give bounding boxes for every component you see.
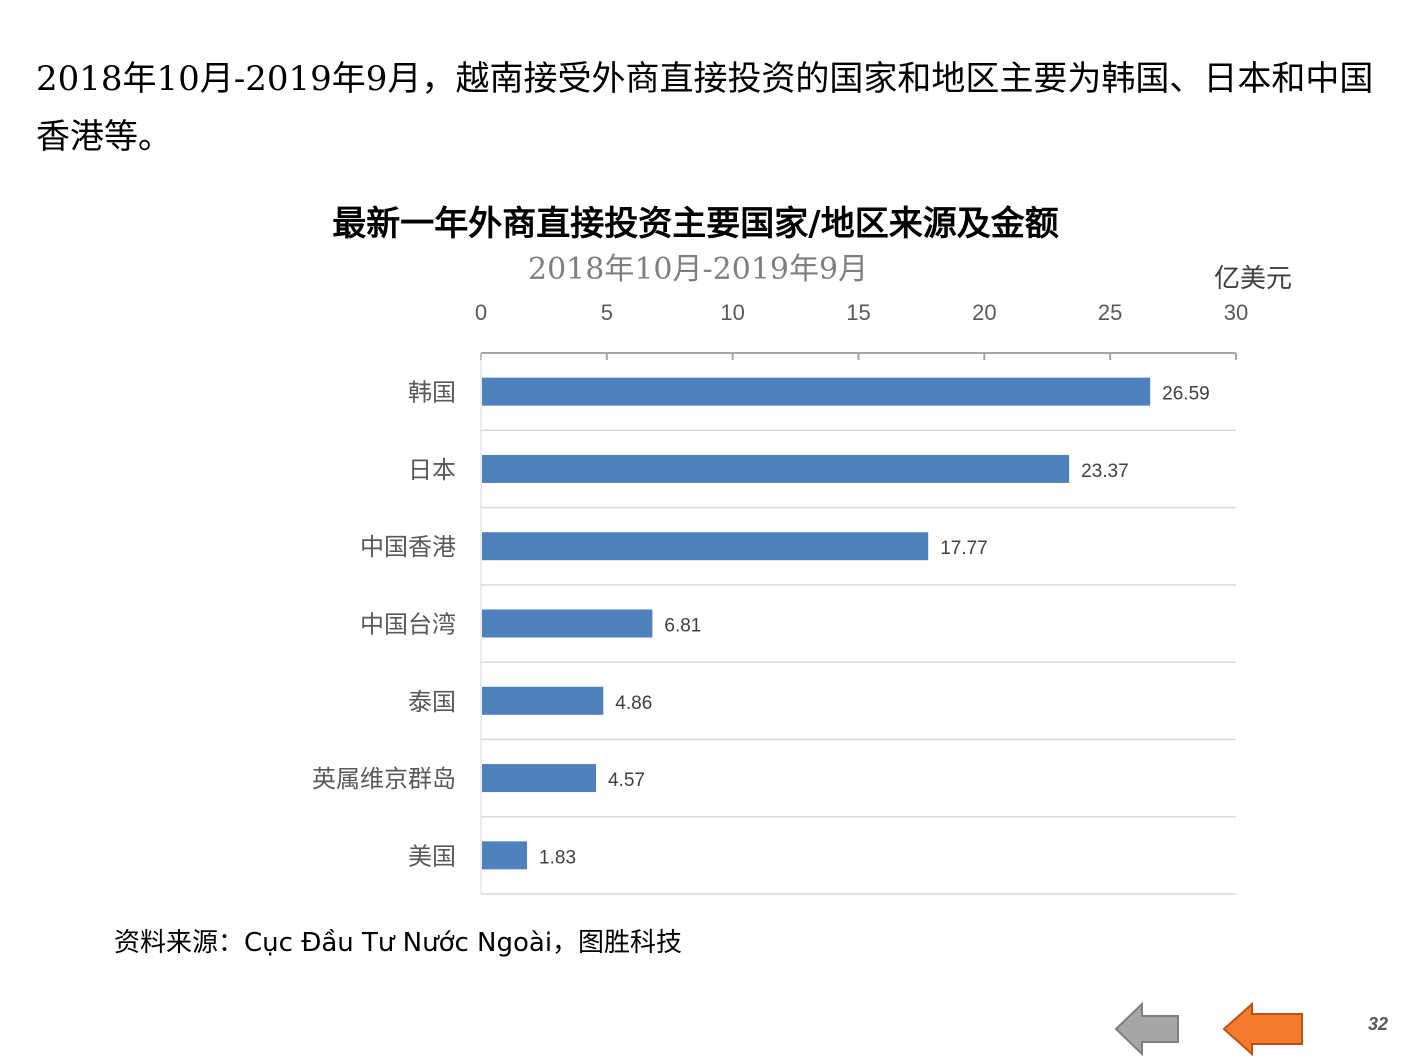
source-note: 资料来源：Cục Đầu Tư Nước Ngoài，图胜科技 <box>114 928 683 958</box>
prev-page-button[interactable] <box>1114 1002 1182 1056</box>
bar <box>482 609 653 638</box>
category-label: 泰国 <box>408 688 456 716</box>
data-label: 23.37 <box>1081 461 1129 482</box>
x-tick-label: 20 <box>972 300 996 325</box>
unit-label: 亿美元 <box>1214 264 1293 294</box>
bar <box>482 841 528 870</box>
chart-subtitle: 2018年10月-2019年9月 <box>528 252 869 287</box>
left-arrow-icon <box>1114 1002 1179 1056</box>
x-tick-label: 15 <box>846 300 870 325</box>
intro-text: 2018年10月-2019年9月，越南接受外商直接投资的国家和地区主要为韩国、日… <box>36 59 1374 157</box>
data-label: 4.86 <box>615 693 652 714</box>
x-tick-label: 0 <box>475 300 487 325</box>
x-tick-label: 5 <box>601 300 613 325</box>
category-label: 美国 <box>408 842 456 870</box>
category-label: 英属维京群岛 <box>312 765 456 793</box>
category-label: 韩国 <box>408 379 456 407</box>
category-label: 中国台湾 <box>360 611 456 639</box>
chart-title-text: 最新一年外商直接投资主要国家/地区来源及金额 <box>332 204 1059 244</box>
x-tick-label: 25 <box>1098 300 1122 325</box>
data-label: 26.59 <box>1162 384 1210 405</box>
x-tick-label: 30 <box>1224 300 1248 325</box>
data-label: 1.83 <box>539 847 576 868</box>
bar <box>482 532 929 561</box>
bar <box>482 764 597 793</box>
category-label: 中国香港 <box>360 533 456 561</box>
page-number: 32 <box>1368 1014 1389 1034</box>
left-arrow-icon <box>1222 1002 1303 1056</box>
chart-title: 最新一年外商直接投资主要国家/地区来源及金额 <box>0 196 1411 245</box>
category-label: 日本 <box>408 456 456 484</box>
next-page-button[interactable] <box>1222 1002 1306 1056</box>
bar <box>482 377 1151 406</box>
bar <box>482 454 1070 483</box>
bar <box>482 686 604 715</box>
data-label: 4.57 <box>608 770 645 791</box>
data-label: 6.81 <box>664 616 701 637</box>
x-tick-label: 10 <box>720 300 744 325</box>
data-label: 17.77 <box>940 538 988 559</box>
